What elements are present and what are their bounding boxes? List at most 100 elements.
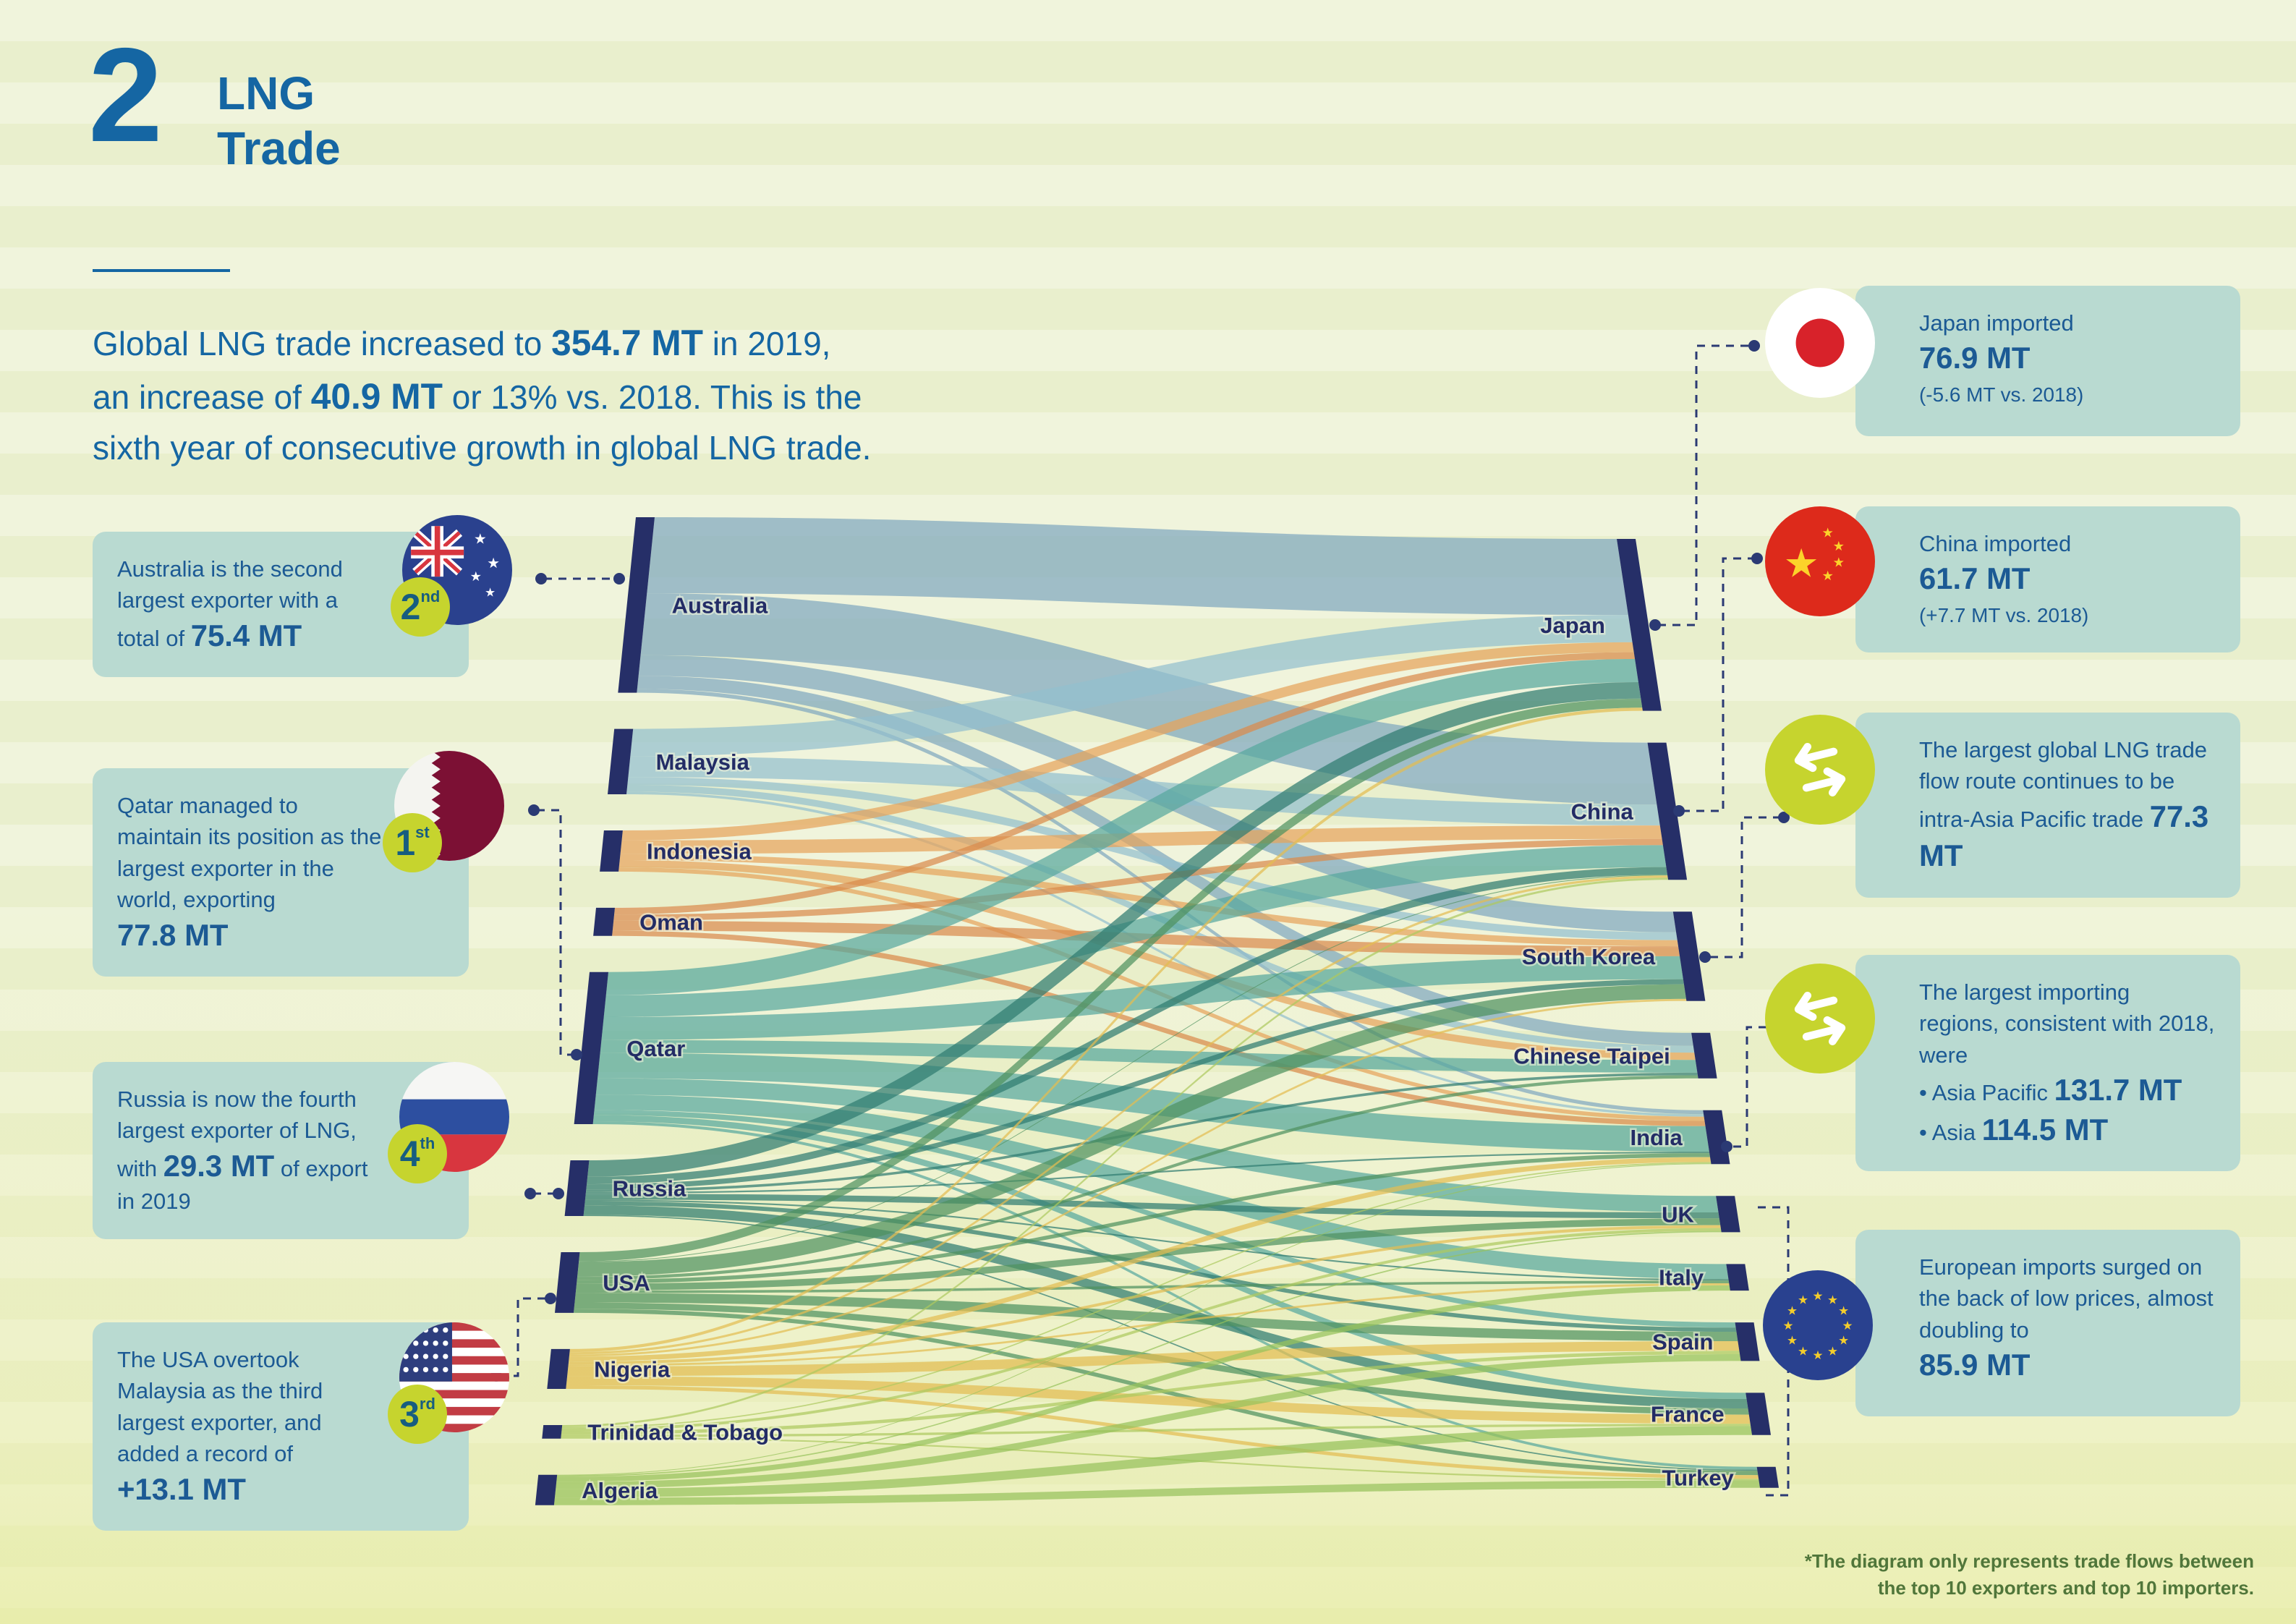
text-segment: Russia is now the fourth largest exporte… [117,1087,357,1181]
svg-text:★: ★ [1838,1304,1849,1318]
flow-Qatar-to-China [603,845,1667,1017]
svg-text:★: ★ [1782,1318,1793,1332]
flow-Trinidad & Tobago-to-Spain [561,1351,1740,1435]
node-bar-South Korea [1672,911,1706,1001]
node-label-Spain: Spain [1652,1330,1713,1355]
flow-USA-to-Spain [574,1293,1738,1341]
text-segment: The USA overtook Malaysia as the third l… [117,1347,323,1467]
flow-Algeria-to-Spain [556,1354,1741,1489]
node-label-India: India [1630,1125,1683,1150]
flow-Qatar-to-Italy [594,1094,1729,1280]
text-segment: • Asia [1919,1119,1982,1145]
rank-number: 3 [399,1394,420,1434]
page-title: LNG Trade [217,67,341,176]
flow-Nigeria-to-UK [568,1225,1721,1365]
svg-text:★: ★ [1827,1344,1838,1359]
callout-text-regions: The largest importing regions, consisten… [1919,977,2216,1149]
flow-Russia-to-Chinese Taipei [586,1072,1698,1192]
flow-Russia-to-Spain [584,1201,1737,1332]
svg-text:★: ★ [1798,1293,1808,1307]
flow-Qatar-to-Spain [593,1110,1736,1328]
callout-card-russia: Russia is now the fourth largest exporte… [93,1062,469,1239]
node-bar-Australia [618,517,655,693]
svg-text:★: ★ [1813,1288,1824,1303]
svg-text:★: ★ [487,555,500,571]
svg-text:★: ★ [1787,1333,1798,1348]
node-bar-Qatar [574,972,608,1124]
text-segment: The largest importing regions, consisten… [1919,979,2215,1068]
node-bar-Malaysia [608,728,634,794]
flow-Russia-to-South Korea [586,979,1684,1190]
text-segment: The largest global LNG trade flow route … [1919,737,2208,832]
text-segment: China imported [1919,531,2072,556]
text-segment: Qatar managed to maintain its position a… [117,793,382,913]
flow-Malaysia-to-India [626,791,1704,1117]
node-bar-Nigeria [547,1348,570,1389]
callout-text-china: China imported 61.7 MT (+7.7 MT vs. 2018) [1919,528,2216,630]
node-bar-France [1746,1393,1771,1435]
rank-suffix: nd [420,587,441,605]
text-segment: 131.7 MT [2054,1073,2182,1108]
flow-USA-to-Japan [579,698,1643,1262]
flow-Algeria-to-France [555,1426,1752,1498]
svg-text:★: ★ [1833,556,1845,571]
flow-Oman-to-India [612,930,1706,1126]
flow-Oman-to-Japan [614,652,1636,915]
flow-Qatar-to-Japan [605,659,1638,995]
connector-dots [490,340,1816,1382]
text-segment: sixth year of consecutive growth in glob… [93,429,872,467]
svg-text:★: ★ [1813,1348,1824,1362]
svg-text:★: ★ [1821,569,1833,584]
callout-text-russia: Russia is now the fourth largest exporte… [117,1084,382,1217]
exchange-arrows-icon [1765,964,1875,1074]
text-segment: +13.1 MT [117,1471,246,1506]
eu-flag-icon: ★ ★ ★ ★ ★ ★ ★ ★ ★ ★ ★ ★ [1763,1270,1873,1380]
node-bar-Spain [1735,1322,1760,1361]
flow-Qatar-to-UK [595,1078,1719,1212]
node-bar-UK [1716,1196,1740,1233]
rank-suffix: rd [419,1395,435,1413]
node-label-Indonesia: Indonesia [647,838,752,864]
connector-qatar [537,809,571,1056]
flow-USA-to-UK [576,1218,1721,1291]
node-label-Trinidad & Tobago: Trinidad & Tobago [587,1419,783,1445]
node-label-South Korea: South Korea [1522,944,1656,969]
flow-USA-to-Italy [575,1280,1730,1293]
flow-Nigeria-to-India [569,1157,1712,1362]
node-bar-Chinese Taipei [1691,1032,1717,1079]
text-segment: 85.9 MT [1919,1348,2031,1382]
text-segment: Australia is the second largest exporter… [117,556,343,651]
node-label-USA: USA [603,1270,650,1296]
flow-Russia-to-Turkey [583,1215,1758,1471]
flow-USA-to-France [574,1302,1749,1415]
connector-japan [1658,344,1751,626]
qatar-flag-icon [394,751,504,861]
flow-Australia-to-South Korea [638,655,1677,932]
text-segment: 77.8 MT [117,917,229,952]
node-bar-Algeria [535,1474,558,1505]
node-label-France: France [1651,1402,1725,1427]
text-segment: European imports surged on the back of l… [1919,1254,2214,1343]
flow-USA-to-Turkey [574,1309,1759,1476]
flow-Russia-to-France [583,1205,1748,1408]
callout-text-europe: European imports surged on the back of l… [1919,1251,2216,1385]
exchange-arrows-icon [1765,715,1875,825]
flow-Trinidad & Tobago-to-France [561,1424,1751,1437]
flow-Nigeria-to-South Korea [569,998,1687,1357]
text-segment: • Asia Pacific [1919,1080,2054,1106]
flow-Algeria-to-Turkey [553,1480,1760,1505]
regions-icon-group [1765,964,1875,1074]
node-bar-Russia [564,1160,590,1216]
flow-Russia-to-China [587,867,1668,1185]
flow-Nigeria-to-China [569,875,1668,1355]
footnote: *The diagram only represents trade flows… [1805,1548,2254,1602]
flow-Malaysia-to-China [628,756,1660,826]
flow-Indonesia-to-Chinese Taipei [618,860,1696,1060]
node-bar-Italy [1726,1264,1749,1291]
node-label-Australia: Australia [672,592,768,618]
flow-Oman-to-China [613,838,1663,921]
text-segment: 77.3 MT [1919,799,2209,873]
